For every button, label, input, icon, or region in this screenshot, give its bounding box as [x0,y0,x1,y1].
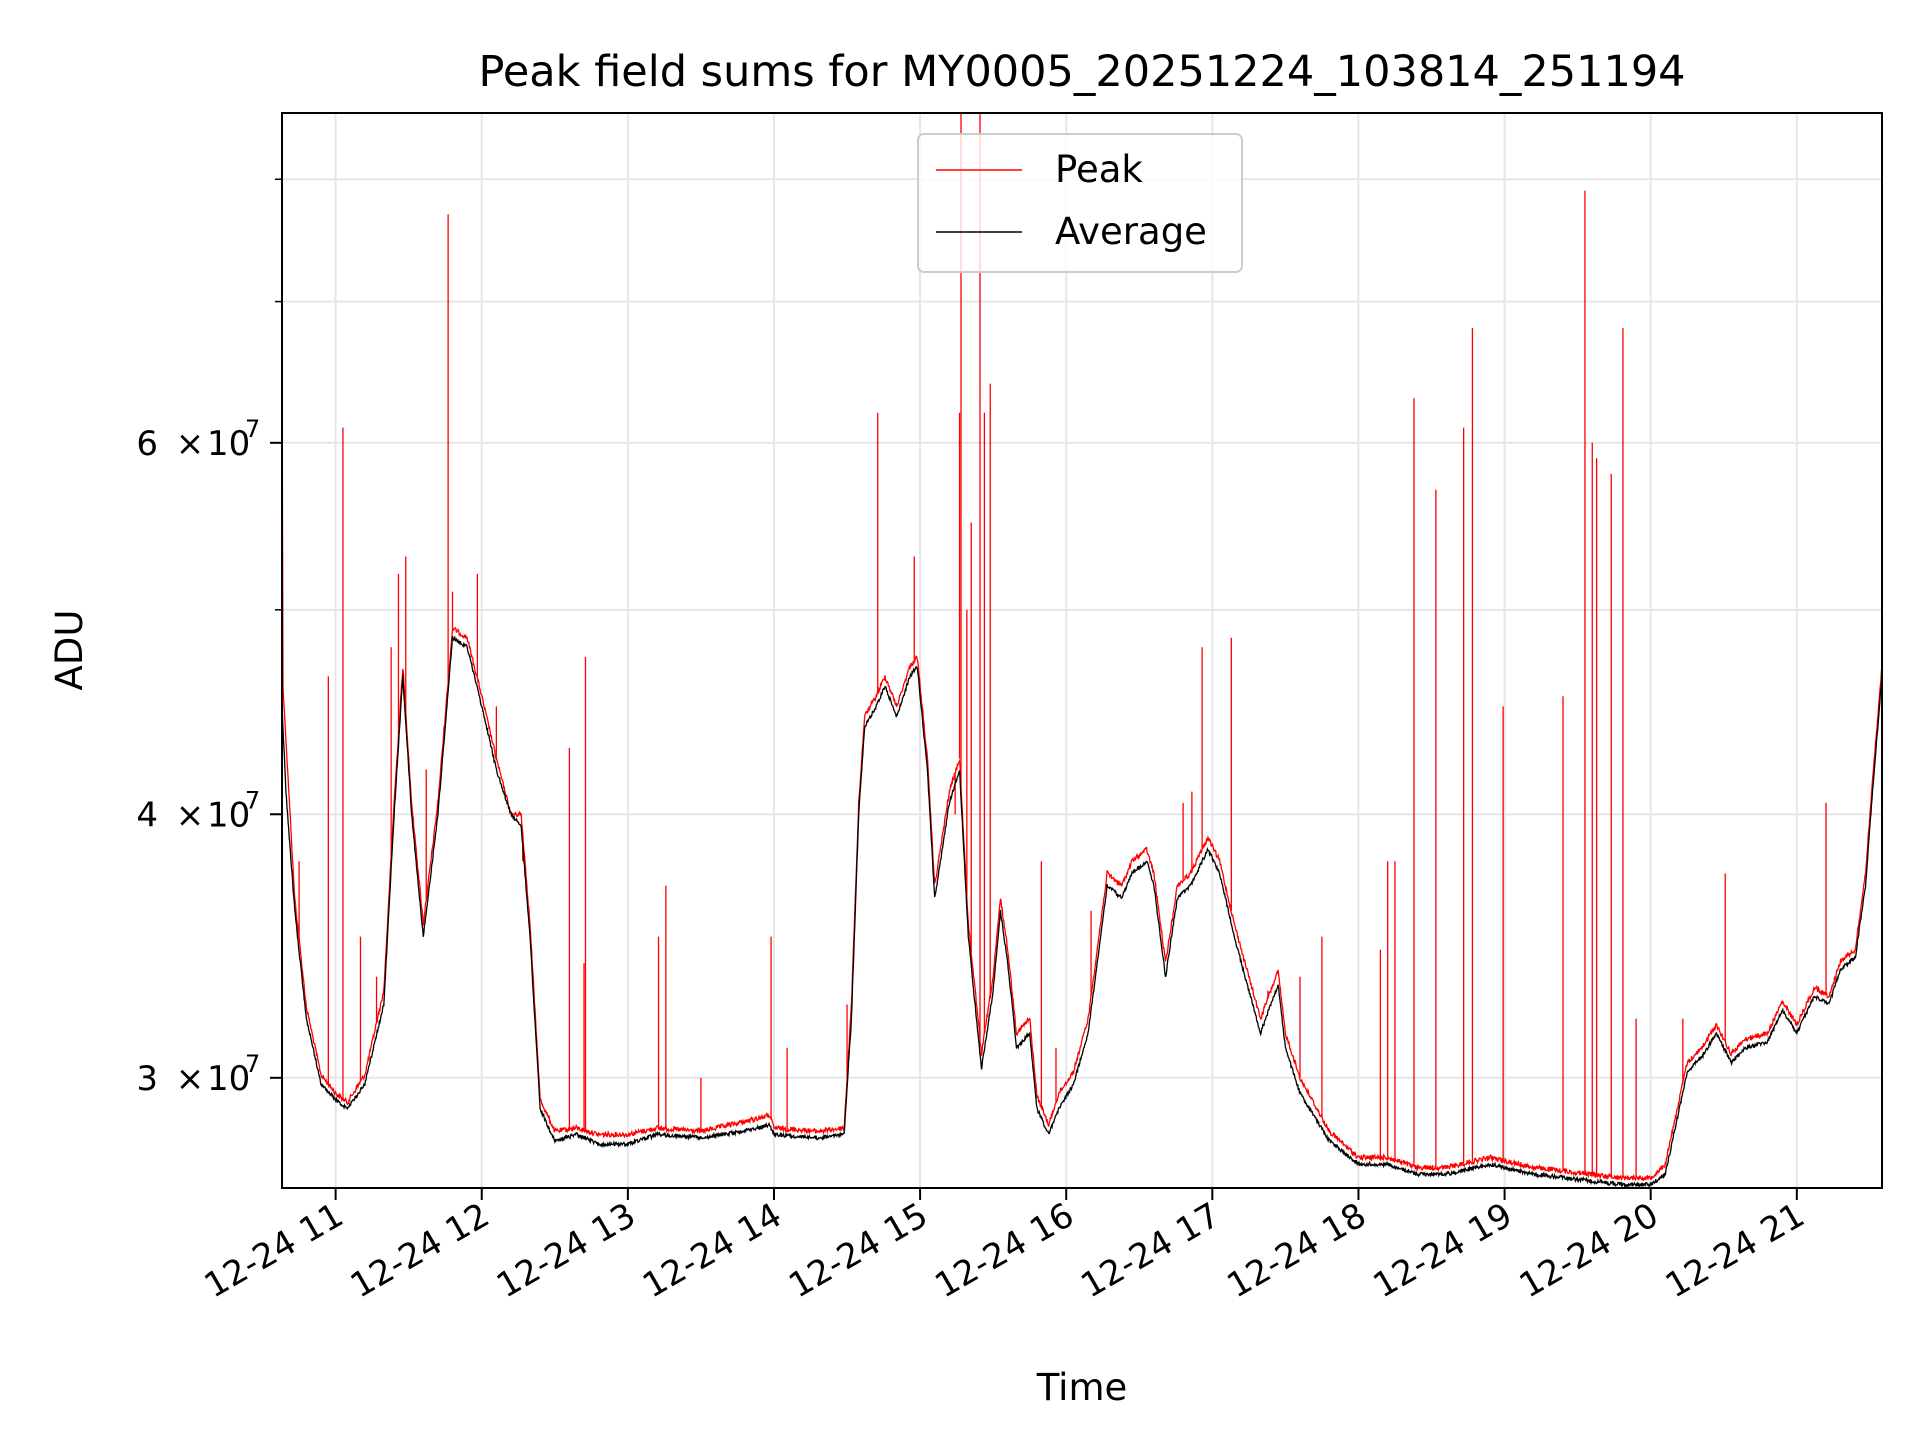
y-tick-base: 10 [207,795,250,835]
y-tick-exponent: 7 [245,415,260,443]
y-tick-times: × [176,795,205,835]
y-tick-exponent: 7 [245,1050,260,1078]
legend-peak-label: Peak [1055,148,1143,191]
legend-box [917,133,1243,273]
x-axis-label: Time [1036,1366,1128,1409]
y-tick-mantissa: 6 [136,424,158,464]
y-tick-label: 3 × 107 [136,1050,260,1099]
legend-average-label: Average [1055,210,1207,253]
y-tick-exponent: 7 [245,786,260,814]
axes [281,112,1883,1189]
plot-frame [281,112,1883,1189]
series-average-line [282,635,1882,1188]
grid [282,113,1882,1188]
y-tick-base: 10 [207,424,250,464]
y-tick-mantissa: 3 [136,1059,158,1099]
y-tick-label: 4 × 107 [136,786,260,835]
series-layer [282,113,1882,1188]
y-tick-base: 10 [207,1059,250,1099]
legend: Peak Average [917,133,1243,273]
y-tick-times: × [176,1059,205,1099]
y-tick-label: 6 × 107 [136,415,260,464]
series-peak-line [282,342,1882,1181]
y-tick-times: × [176,424,205,464]
y-axis-label: ADU [48,610,91,691]
y-tick-mantissa: 4 [136,795,158,835]
chart-title: Peak field sums for MY0005_20251224_1038… [478,47,1685,97]
